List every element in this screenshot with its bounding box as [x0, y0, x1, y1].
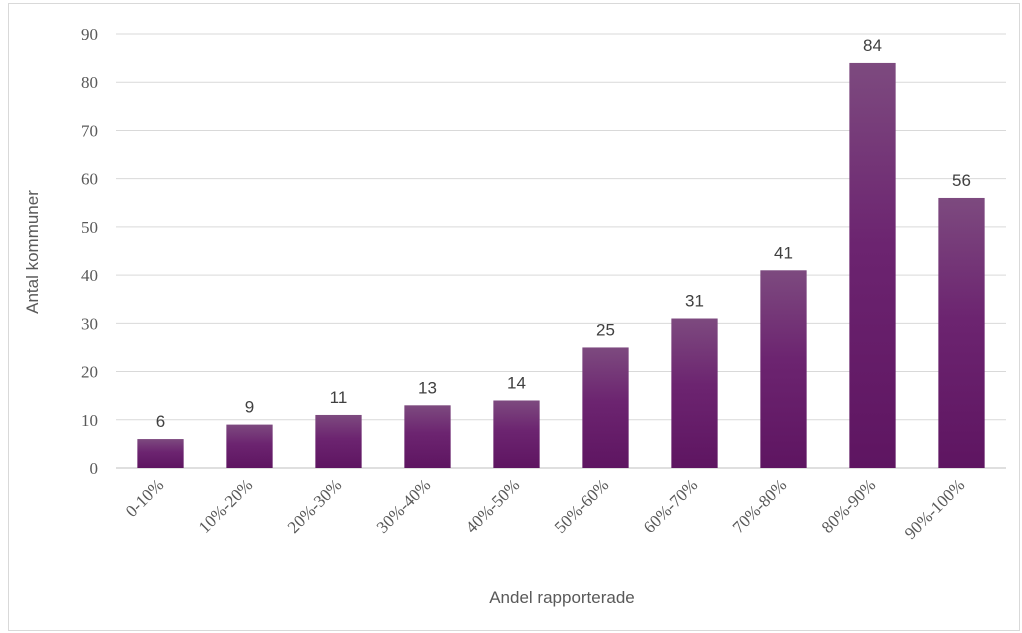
x-tick-label: 60%-70%: [640, 475, 702, 537]
bar-10%-20%: [226, 424, 273, 468]
data-label: 56: [952, 171, 971, 190]
bar-50%-60%: [582, 347, 629, 468]
y-tick-label: 40: [81, 266, 98, 285]
data-label: 25: [596, 320, 615, 339]
data-label: 9: [245, 398, 254, 417]
data-label: 13: [418, 378, 437, 397]
y-tick-label: 30: [81, 314, 98, 333]
bar-80%-90%: [849, 62, 896, 468]
x-tick-label: 30%-40%: [373, 475, 435, 537]
x-tick-label: 20%-30%: [284, 475, 346, 537]
bar-60%-70%: [671, 318, 718, 468]
x-tick-label: 90%-100%: [901, 475, 969, 543]
bar-0-10%: [137, 439, 184, 468]
x-tick-label: 40%-50%: [462, 475, 524, 537]
data-label: 6: [156, 412, 165, 431]
data-label: 14: [507, 373, 526, 392]
data-label: 84: [863, 36, 882, 55]
bar-20%-30%: [315, 414, 362, 468]
x-tick-label: 70%-80%: [729, 475, 791, 537]
y-tick-label: 50: [81, 218, 98, 237]
y-tick-label: 80: [81, 73, 98, 92]
x-axis-title: Andel rapporterade: [489, 588, 635, 607]
x-tick-label: 50%-60%: [551, 475, 613, 537]
y-tick-label: 20: [81, 363, 98, 382]
data-label: 31: [685, 292, 704, 311]
data-label: 11: [330, 388, 348, 407]
bar-70%-80%: [760, 270, 807, 468]
y-tick-label: 70: [81, 121, 98, 140]
y-tick-label: 10: [81, 411, 98, 430]
x-tick-label: 0-10%: [122, 475, 167, 520]
y-axis-title: Antal kommuner: [23, 190, 42, 314]
data-label: 41: [774, 243, 793, 262]
y-tick-label: 0: [90, 459, 99, 478]
x-tick-label: 80%-90%: [818, 475, 880, 537]
x-tick-label: 10%-20%: [195, 475, 257, 537]
bar-30%-40%: [404, 405, 451, 468]
bar-40%-50%: [493, 400, 540, 468]
y-tick-label: 60: [81, 170, 98, 189]
y-tick-label: 90: [81, 25, 98, 44]
bar-90%-100%: [938, 197, 985, 468]
